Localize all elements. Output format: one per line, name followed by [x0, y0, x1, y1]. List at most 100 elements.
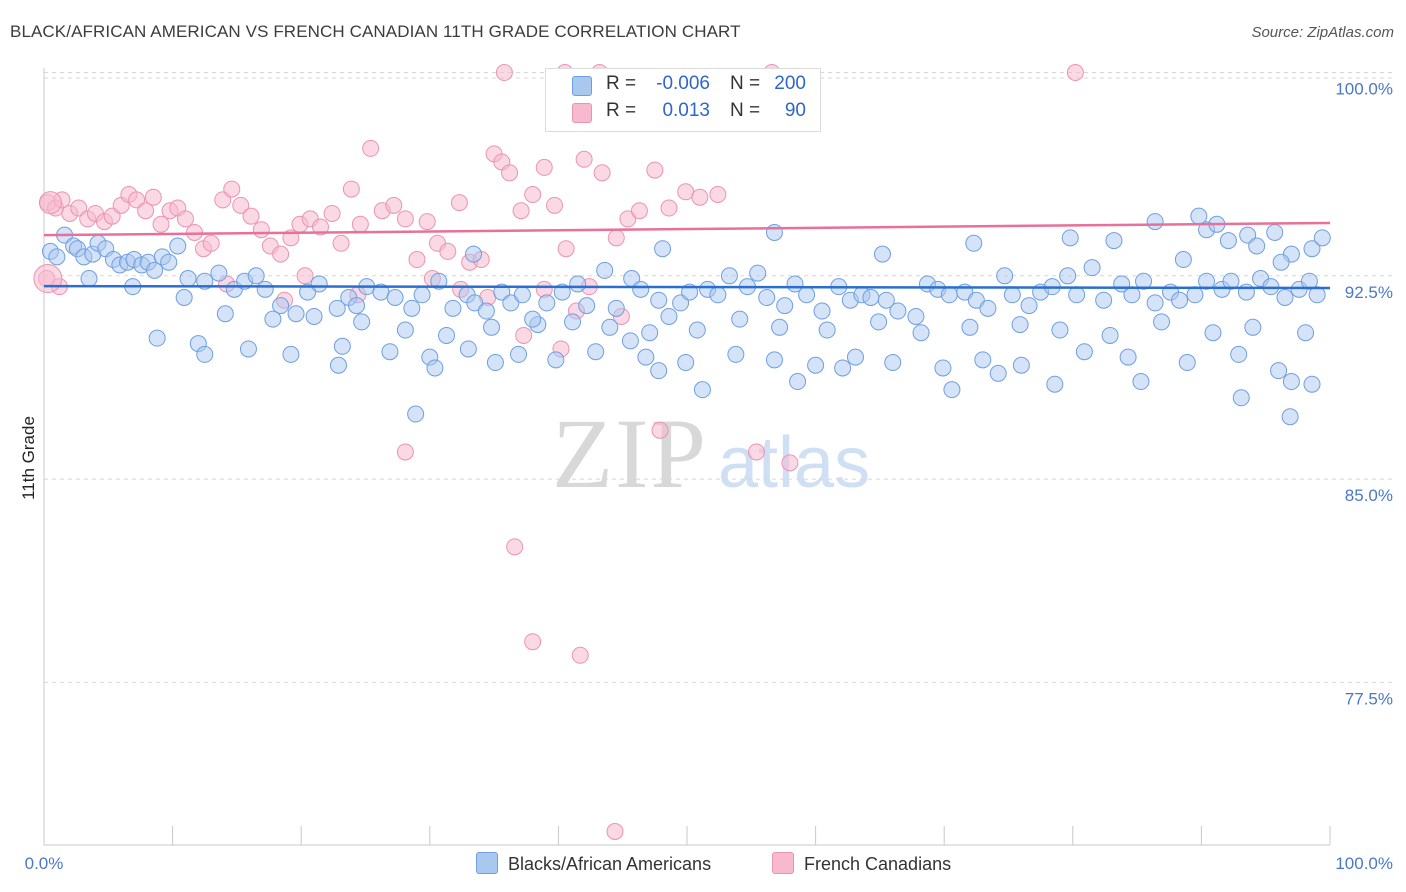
data-point-black-african-american: [438, 326, 456, 344]
data-point-french-canadian: [501, 164, 519, 182]
data-point-french-canadian: [607, 229, 625, 247]
data-point-french-canadian: [660, 199, 678, 217]
data-point-french-canadian: [512, 202, 530, 220]
y-tick-label: 92.5%: [1345, 283, 1393, 302]
data-point-black-african-american: [934, 359, 952, 377]
data-point-french-canadian: [252, 221, 270, 239]
data-point-black-african-american: [749, 264, 767, 282]
data-point-french-canadian: [557, 240, 575, 258]
data-point-black-african-american: [771, 318, 789, 336]
data-point-black-african-american: [48, 248, 66, 266]
data-point-black-african-american: [862, 288, 880, 306]
data-point-black-african-american: [1266, 223, 1284, 241]
data-point-black-african-american: [1248, 237, 1266, 255]
data-point-black-african-american: [641, 324, 659, 342]
data-point-black-african-american: [1020, 297, 1038, 315]
legend-r-label: R =: [606, 100, 637, 121]
trend-lines: [43, 221, 1331, 290]
data-point-french-canadian: [524, 185, 542, 203]
watermark-zip: ZIP: [552, 398, 708, 509]
data-point-black-african-american: [873, 245, 891, 263]
legend-n-label: N =: [730, 100, 761, 121]
data-point-black-african-american: [1198, 272, 1216, 290]
data-point-black-african-american: [1204, 324, 1222, 342]
data-point-black-african-american: [637, 348, 655, 366]
legend-swatch-pink: [572, 103, 592, 123]
data-point-black-african-american: [1244, 318, 1262, 336]
data-point-black-african-american: [578, 297, 596, 315]
data-point-black-african-american: [1230, 345, 1248, 363]
data-point-black-african-american: [688, 321, 706, 339]
grid: [44, 72, 1392, 683]
data-point-black-african-american: [1303, 240, 1321, 258]
data-point-black-african-american: [807, 356, 825, 374]
data-point-black-african-american: [256, 280, 274, 298]
data-point-french-canadian: [323, 204, 341, 222]
data-point-black-african-american: [1178, 354, 1196, 372]
y-tick-label: 85.0%: [1345, 486, 1393, 505]
data-point-black-african-american: [328, 299, 346, 317]
data-point-black-african-american: [1132, 373, 1150, 391]
data-point-black-african-american: [1046, 375, 1064, 393]
data-point-french-canadian: [619, 210, 637, 228]
y-axis-title: 11th Grade: [19, 416, 38, 500]
data-point-black-african-american: [884, 354, 902, 372]
data-point-french-canadian: [202, 234, 220, 252]
data-point-black-african-american: [596, 261, 614, 279]
legend-r-value: 0.013: [662, 100, 710, 121]
data-point-french-canadian: [495, 64, 513, 82]
data-point-black-african-american: [1219, 232, 1237, 250]
data-point-french-canadian: [396, 443, 414, 461]
data-point-black-african-american: [1105, 232, 1123, 250]
data-point-black-african-american: [502, 294, 520, 312]
data-point-black-african-american: [1119, 348, 1137, 366]
data-point-black-african-american: [1300, 272, 1318, 290]
data-point-black-african-american: [169, 237, 187, 255]
data-point-french-canadian: [709, 185, 727, 203]
data-point-black-african-american: [426, 359, 444, 377]
legend-n-label: N =: [730, 73, 761, 94]
data-point-black-african-american: [538, 294, 556, 312]
data-point-black-african-american: [632, 280, 650, 298]
data-point-black-african-american: [765, 351, 783, 369]
data-point-french-canadian: [606, 822, 624, 840]
data-point-black-african-american: [1061, 229, 1079, 247]
data-point-black-african-american: [654, 240, 672, 258]
data-point-black-african-american: [846, 348, 864, 366]
legend-row-blue: R = -0.006 N = 200: [546, 73, 820, 99]
trend-line-blacks-african-americans: [43, 284, 1331, 290]
data-point-black-african-american: [1075, 343, 1093, 361]
data-point-black-african-american: [272, 297, 290, 315]
data-point-black-african-american: [1123, 286, 1141, 304]
data-point-black-african-american: [587, 343, 605, 361]
trend-line-french-canadians: [43, 221, 1331, 237]
data-point-black-african-american: [660, 307, 678, 325]
data-point-french-canadian: [747, 443, 765, 461]
data-point-french-canadian: [535, 158, 553, 176]
data-point-french-canadian: [144, 188, 162, 206]
data-point-black-african-american: [483, 318, 501, 336]
data-point-french-canadian: [152, 215, 170, 233]
data-point-french-canadian: [385, 196, 403, 214]
data-point-black-african-american: [813, 302, 831, 320]
data-point-black-african-american: [650, 362, 668, 380]
data-point-black-african-american: [299, 283, 317, 301]
axis-labels: 100.0% 92.5% 85.0% 77.5% 0.0% 100.0%: [25, 80, 1393, 873]
data-point-black-african-american: [305, 307, 323, 325]
data-point-black-african-american: [1051, 321, 1069, 339]
data-point-black-african-american: [758, 288, 776, 306]
data-point-black-african-american: [731, 310, 749, 328]
data-point-black-african-american: [1303, 375, 1321, 393]
x-tick-label-min: 0.0%: [25, 854, 64, 873]
data-point-black-african-american: [396, 321, 414, 339]
data-point-french-canadian: [1066, 64, 1084, 82]
data-point-black-african-american: [1101, 326, 1119, 344]
data-point-french-canadian: [418, 213, 436, 231]
data-point-black-african-american: [1083, 259, 1101, 277]
data-point-french-canadian: [646, 161, 664, 179]
legend-n-value: 90: [784, 100, 806, 121]
data-point-black-african-american: [1313, 229, 1331, 247]
data-point-black-african-american: [465, 245, 483, 263]
bottom-legend-pink: French Canadians: [772, 852, 951, 876]
data-point-black-african-american: [1003, 286, 1021, 304]
